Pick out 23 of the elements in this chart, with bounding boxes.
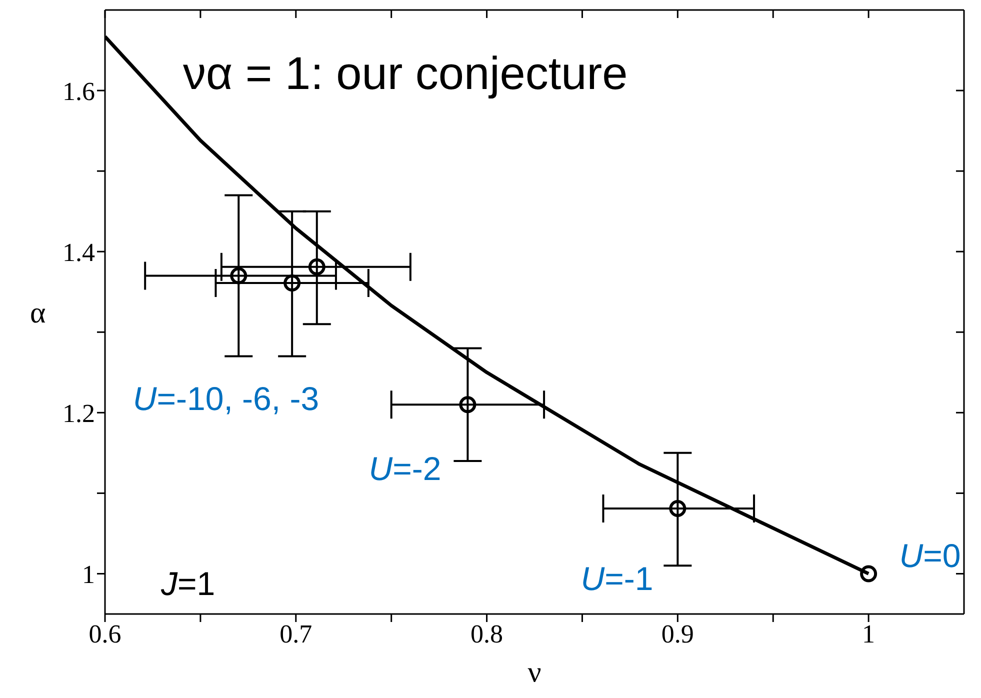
annotation: U=-10, -6, -3 [132, 380, 320, 417]
text: να = 1: our conjecture [183, 46, 628, 100]
point [308, 258, 326, 276]
x-tick-label: 0.7 [280, 619, 312, 648]
y-axis-title: α [30, 296, 46, 330]
point [284, 274, 301, 292]
annotation: U=0 [899, 537, 961, 574]
point [459, 396, 476, 414]
point [669, 500, 686, 517]
y-tick-label: 1.6 [62, 76, 95, 106]
y-tick-label: 1.2 [62, 398, 95, 428]
x-tick-label: 1 [862, 619, 876, 648]
y-tick-label: 1.4 [62, 238, 95, 267]
y-tick-label: 1 [82, 560, 95, 589]
x-tick-label: 0.8 [470, 619, 504, 648]
point [230, 267, 248, 284]
x-tick-label: 0.6 [88, 619, 122, 648]
annotation: U=-1 [580, 560, 654, 597]
x-axis-title: ν [528, 656, 542, 689]
annotation: U=-2 [368, 450, 442, 487]
point [860, 565, 878, 582]
x-tick-label: 0.9 [661, 619, 694, 648]
annotation: J=1 [160, 565, 216, 602]
